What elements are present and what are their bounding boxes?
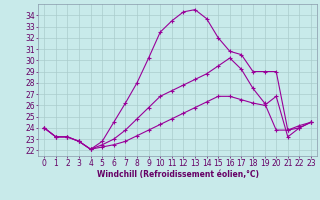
X-axis label: Windchill (Refroidissement éolien,°C): Windchill (Refroidissement éolien,°C): [97, 170, 259, 179]
